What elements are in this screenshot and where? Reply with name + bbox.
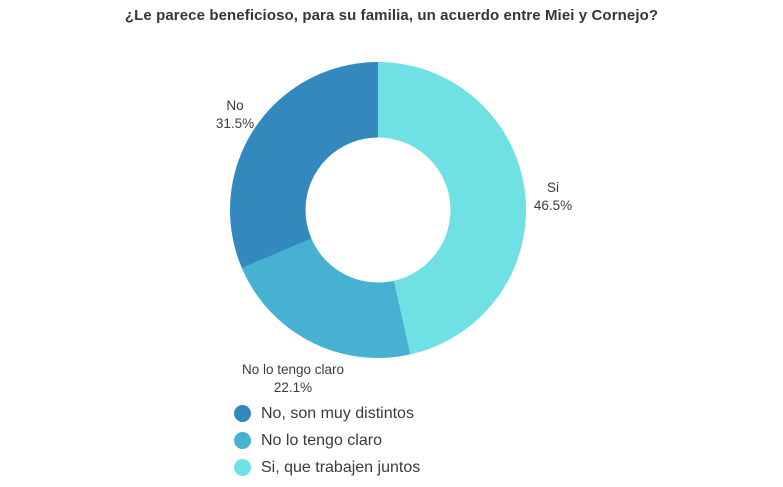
slice-label-claro: No lo tengo claro 22.1% bbox=[213, 361, 373, 397]
legend-item-no[interactable]: No, son muy distintos bbox=[234, 400, 420, 427]
slice-label-pct: 22.1% bbox=[273, 380, 313, 395]
chart-title: ¿Le parece beneficioso, para su familia,… bbox=[124, 7, 659, 24]
legend-item-claro[interactable]: No lo tengo claro bbox=[234, 427, 420, 454]
slice-label-pct: 31.5% bbox=[215, 116, 255, 131]
legend-swatch-no-icon bbox=[234, 405, 251, 422]
donut-chart[interactable] bbox=[230, 62, 526, 358]
legend-label: No, son muy distintos bbox=[261, 404, 414, 422]
legend-item-si[interactable]: Si, que trabajen juntos bbox=[234, 454, 420, 481]
slice-label-pct: 46.5% bbox=[533, 198, 573, 213]
slice-label-text: No bbox=[226, 98, 244, 113]
chart-legend: No, son muy distintos No lo tengo claro … bbox=[234, 400, 420, 481]
legend-label: Si, que trabajen juntos bbox=[261, 458, 421, 476]
donut-hole bbox=[305, 137, 451, 283]
legend-label: No lo tengo claro bbox=[261, 431, 382, 449]
slice-label-si: Si 46.5% bbox=[513, 179, 593, 215]
slice-label-no: No 31.5% bbox=[195, 97, 275, 133]
slice-label-text: Si bbox=[546, 180, 559, 195]
legend-swatch-claro-icon bbox=[234, 432, 251, 449]
legend-swatch-si-icon bbox=[234, 459, 251, 476]
slice-label-text: No lo tengo claro bbox=[241, 362, 345, 377]
